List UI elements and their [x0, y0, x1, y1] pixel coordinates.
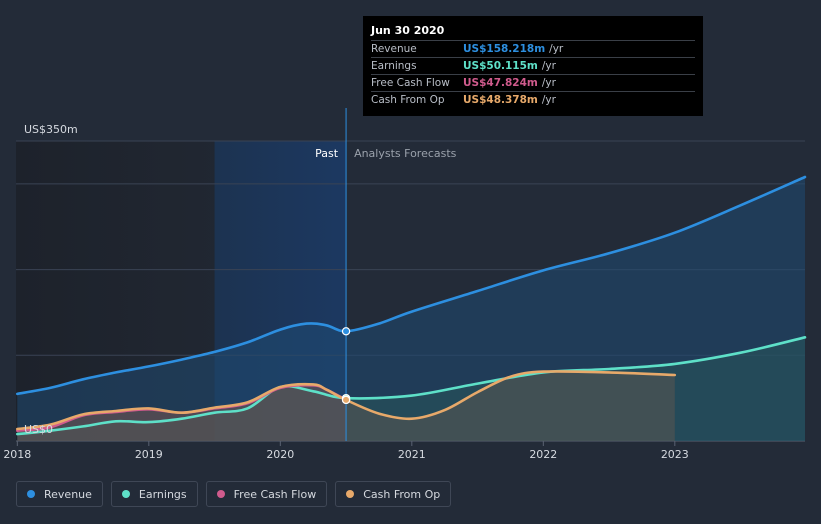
x-tick-label: 2019 [135, 448, 163, 461]
marker-cash-from-op [341, 395, 351, 405]
tooltip-unit: /yr [541, 77, 556, 89]
x-tick-label: 2018 [3, 448, 31, 461]
line-revenue [16, 175, 807, 396]
cash-from-op-dot-icon [346, 490, 355, 498]
free-cash-flow-dot-icon [216, 490, 225, 498]
legend-item-free-cash-flow[interactable]: Free Cash Flow [205, 481, 328, 507]
hover-tooltip: Jun 30 2020 Revenue US$158.218m /yr Earn… [363, 16, 703, 116]
tooltip-value: US$48.378m [463, 94, 538, 106]
legend-item-earnings[interactable]: Earnings [110, 481, 198, 507]
x-axis-ticks: 2018 2019 2020 2021 2022 2023 [3, 441, 689, 461]
legend: Revenue Earnings Free Cash Flow Cash Fro… [16, 481, 452, 507]
forecast-label: Analysts Forecasts [354, 147, 457, 160]
y-axis-min-label: US$0 [24, 423, 53, 436]
tooltip-label: Cash From Op [371, 94, 445, 106]
tooltip-unit: /yr [549, 43, 564, 55]
tooltip-value: US$158.218m [463, 43, 546, 55]
past-label: Past [315, 147, 339, 160]
legend-label: Cash From Op [363, 487, 441, 501]
legend-item-revenue[interactable]: Revenue [16, 481, 103, 507]
legend-item-cash-from-op[interactable]: Cash From Op [335, 481, 452, 507]
series-lines [16, 175, 807, 436]
revenue-dot-icon [27, 490, 35, 498]
tooltip-unit: /yr [541, 94, 556, 106]
x-tick-label: 2022 [529, 448, 557, 461]
tooltip-date: Jun 30 2020 [371, 24, 445, 37]
area-revenue [17, 177, 806, 441]
earnings-dot-icon [121, 490, 130, 498]
x-tick-label: 2023 [661, 448, 689, 461]
tooltip-row-free-cash-flow: Free Cash Flow US$47.824m /yr [371, 74, 695, 91]
marker-revenue [341, 327, 351, 336]
tooltip-value: US$47.824m [463, 77, 538, 89]
tooltip-value: US$50.115m [463, 60, 538, 72]
legend-label: Revenue [44, 487, 92, 501]
line-earnings [16, 336, 807, 436]
tooltip-row-revenue: Revenue US$158.218m /yr [371, 40, 695, 57]
x-tick-label: 2020 [266, 448, 294, 461]
tooltip-label: Revenue [371, 43, 417, 55]
tooltip-row-cash-from-op: Cash From Op US$48.378m /yr [371, 91, 695, 108]
legend-label: Earnings [138, 487, 187, 501]
legend-label: Free Cash Flow [233, 487, 317, 501]
tooltip-unit: /yr [541, 60, 556, 72]
y-axis-max-label: US$350m [24, 123, 78, 136]
line-cash-from-op [16, 370, 677, 431]
tooltip-row-earnings: Earnings US$50.115m /yr [371, 57, 695, 74]
area-earnings [17, 337, 806, 441]
hover-markers [341, 327, 351, 405]
tooltip-label: Free Cash Flow [371, 77, 450, 89]
tooltip-label: Earnings [371, 60, 417, 72]
x-tick-label: 2021 [398, 448, 426, 461]
